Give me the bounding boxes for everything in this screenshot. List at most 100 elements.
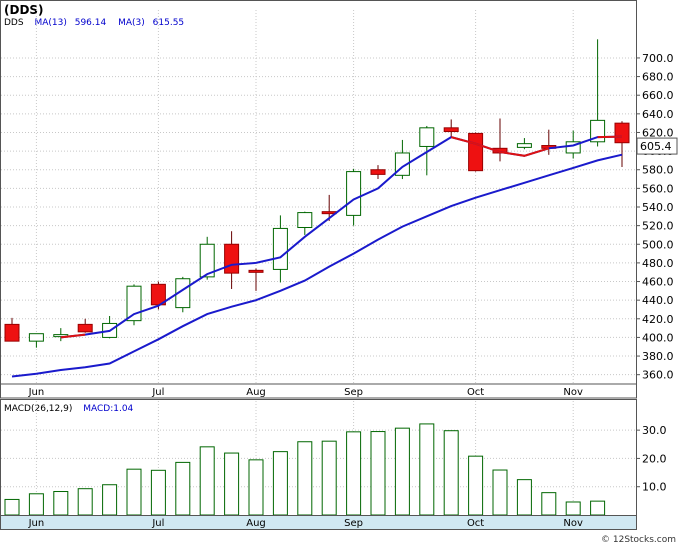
candle xyxy=(150,281,166,310)
price-tick-label: 380.0 xyxy=(642,350,674,363)
macd-bar xyxy=(590,500,606,516)
macd-month-label: Aug xyxy=(246,518,266,529)
macd-bar xyxy=(468,455,484,516)
macd-bar xyxy=(419,423,435,516)
macd-bar xyxy=(297,441,313,516)
candle xyxy=(272,215,288,283)
ma3-red-segment xyxy=(597,135,623,139)
price-tick-label: 360.0 xyxy=(642,369,674,382)
macd-bar xyxy=(4,498,20,516)
ma3-red-segment xyxy=(450,136,550,157)
macd-panel-frame xyxy=(0,399,637,530)
candle-body xyxy=(199,243,215,278)
macd-bar xyxy=(150,469,166,516)
macd-bar xyxy=(199,446,215,516)
macd-tick-label: 10.0 xyxy=(642,481,667,494)
candle-body xyxy=(297,212,313,228)
candle xyxy=(468,132,484,172)
candle-body xyxy=(419,127,435,147)
price-tick-label: 660.0 xyxy=(642,89,674,102)
last-price-box: 605.4 xyxy=(636,137,678,155)
legend-ma13-label: MA(13) xyxy=(34,18,66,28)
candle xyxy=(175,276,191,313)
candle-body xyxy=(468,132,484,172)
ma3-red-segment xyxy=(60,333,86,339)
candle-body xyxy=(77,323,93,333)
macd-month-strip xyxy=(0,515,637,530)
candle-body xyxy=(248,269,264,273)
price-tick-label: 580.0 xyxy=(642,164,674,177)
macd-value-label: MACD:1.04 xyxy=(83,404,133,414)
price-tick-label: 400.0 xyxy=(642,331,674,344)
last-price-rect xyxy=(636,137,678,155)
price-tick-label: 460.0 xyxy=(642,276,674,289)
candle xyxy=(419,125,435,176)
candle-body xyxy=(28,333,44,342)
candle xyxy=(126,284,142,326)
price-month-label: Oct xyxy=(467,387,484,398)
footer-credit: © 12Stocks.com xyxy=(601,535,676,545)
candle xyxy=(297,211,313,235)
legend-symbol: DDS xyxy=(4,18,24,28)
candle xyxy=(346,168,362,226)
candle xyxy=(199,236,215,280)
legend-line: DDS MA(13) 596.14 MA(3) 615.55 xyxy=(4,18,184,28)
price-tick-label: 480.0 xyxy=(642,257,674,270)
macd-bar xyxy=(541,492,557,516)
macd-month-label: Oct xyxy=(467,518,484,529)
candle-body xyxy=(443,127,459,133)
macd-legend: MACD(26,12,9) MACD:1.04 xyxy=(4,404,134,414)
macd-tick-label: 30.0 xyxy=(642,424,667,437)
macd-bar xyxy=(28,493,44,516)
candle-body xyxy=(175,278,191,309)
candle-body xyxy=(4,323,20,342)
price-month-label: Jun xyxy=(28,387,45,398)
price-x-axis: Jun Jul Aug Sep Oct Nov xyxy=(28,387,583,398)
chart-title: (DDS) xyxy=(4,3,44,17)
price-tick-label: 520.0 xyxy=(642,220,674,233)
macd-tick-label: 20.0 xyxy=(642,452,667,465)
price-month-label: Jul xyxy=(151,387,164,398)
candle-body xyxy=(370,169,386,175)
price-tick-label: 500.0 xyxy=(642,238,674,251)
price-month-label: Sep xyxy=(344,387,363,398)
macd-month-label: Sep xyxy=(344,518,363,529)
candle xyxy=(614,121,630,167)
candle-body xyxy=(126,285,142,322)
candle-body xyxy=(224,243,240,274)
legend-ma3-value: 615.55 xyxy=(153,18,185,28)
candle-body xyxy=(614,122,630,144)
macd-bar xyxy=(77,488,93,516)
macd-bar xyxy=(175,461,191,516)
price-tick-label: 540.0 xyxy=(642,201,674,214)
candle xyxy=(248,268,264,291)
price-tick-label: 640.0 xyxy=(642,108,674,121)
macd-bar xyxy=(126,468,142,516)
macd-bar xyxy=(394,427,410,516)
macd-bar xyxy=(53,491,69,516)
price-tick-label: 420.0 xyxy=(642,313,674,326)
macd-month-label: Nov xyxy=(563,518,583,529)
price-month-label: Nov xyxy=(563,387,583,398)
candle-body xyxy=(516,143,532,148)
macd-title: MACD(26,12,9) xyxy=(4,404,72,414)
price-panel-frame xyxy=(0,0,637,398)
price-axis-strip xyxy=(637,0,680,398)
macd-bar xyxy=(565,501,581,516)
moving-averages xyxy=(11,135,623,378)
price-month-label: Aug xyxy=(246,387,266,398)
macd-bar xyxy=(272,451,288,516)
macd-bar xyxy=(248,459,264,516)
price-tick-label: 680.0 xyxy=(642,71,674,84)
candle xyxy=(4,317,20,342)
macd-x-axis: Jun Jul Aug Sep Oct Nov xyxy=(28,518,583,529)
price-tick-label: 620.0 xyxy=(642,126,674,139)
macd-bar xyxy=(492,469,508,516)
macd-month-label: Jun xyxy=(28,518,45,529)
price-tick-label: 700.0 xyxy=(642,52,674,65)
price-month-strip xyxy=(0,383,637,399)
macd-y-axis: 10.0 20.0 30.0 xyxy=(636,424,667,494)
macd-bar xyxy=(370,431,386,516)
